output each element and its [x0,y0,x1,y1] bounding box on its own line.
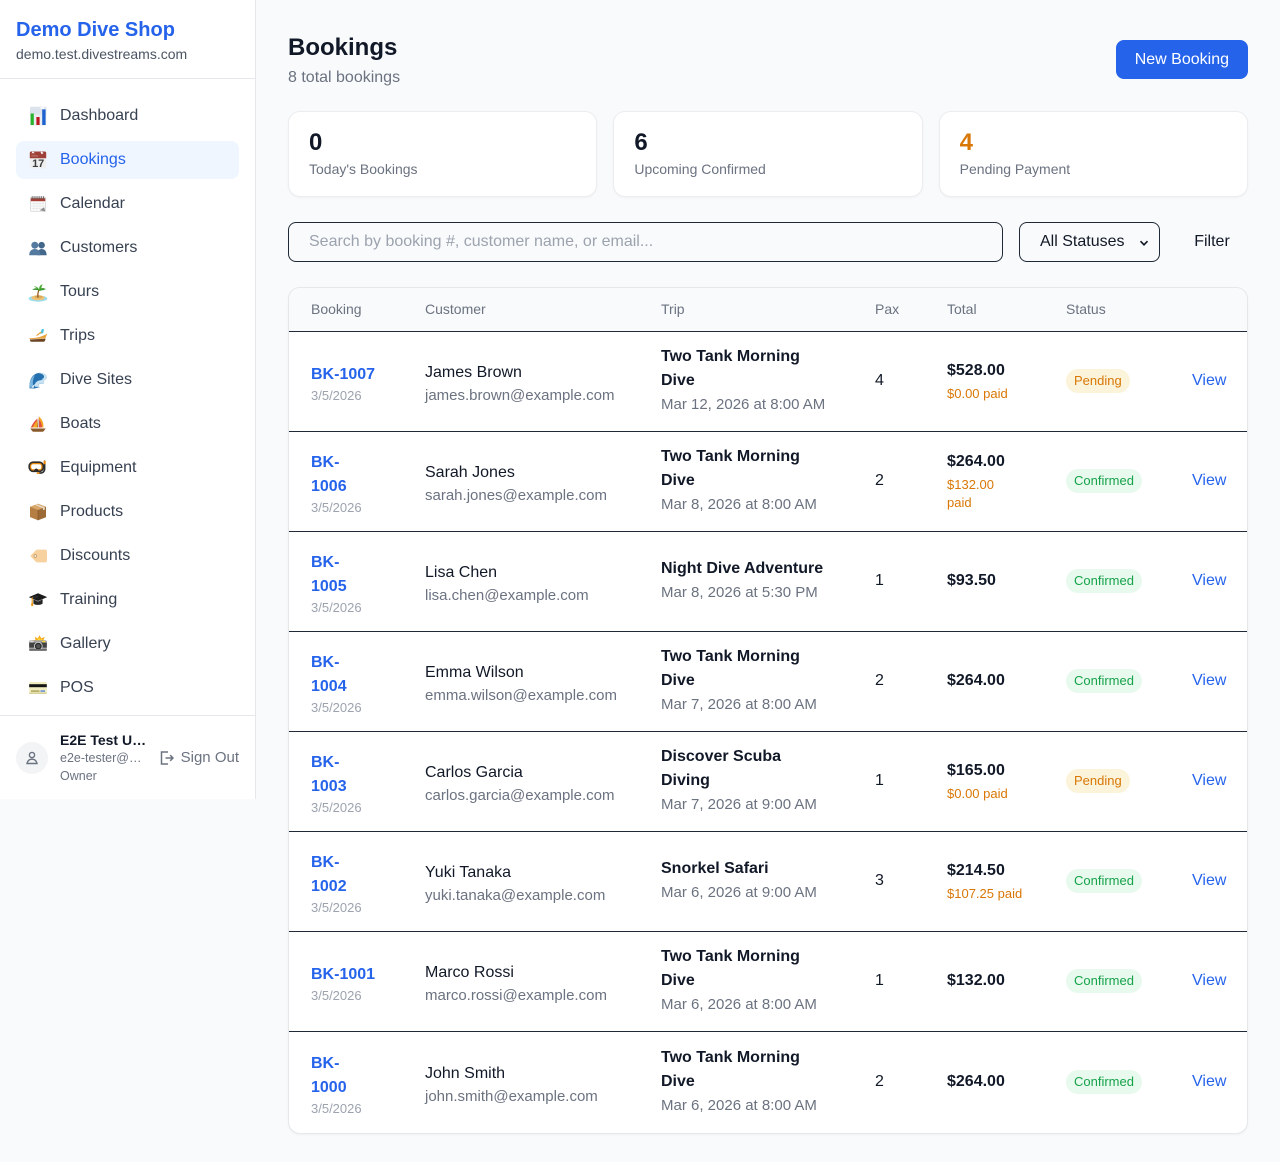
svg-text:17: 17 [32,158,44,170]
